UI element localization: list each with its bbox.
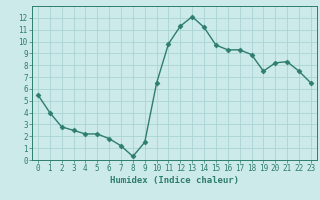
X-axis label: Humidex (Indice chaleur): Humidex (Indice chaleur) [110,176,239,185]
